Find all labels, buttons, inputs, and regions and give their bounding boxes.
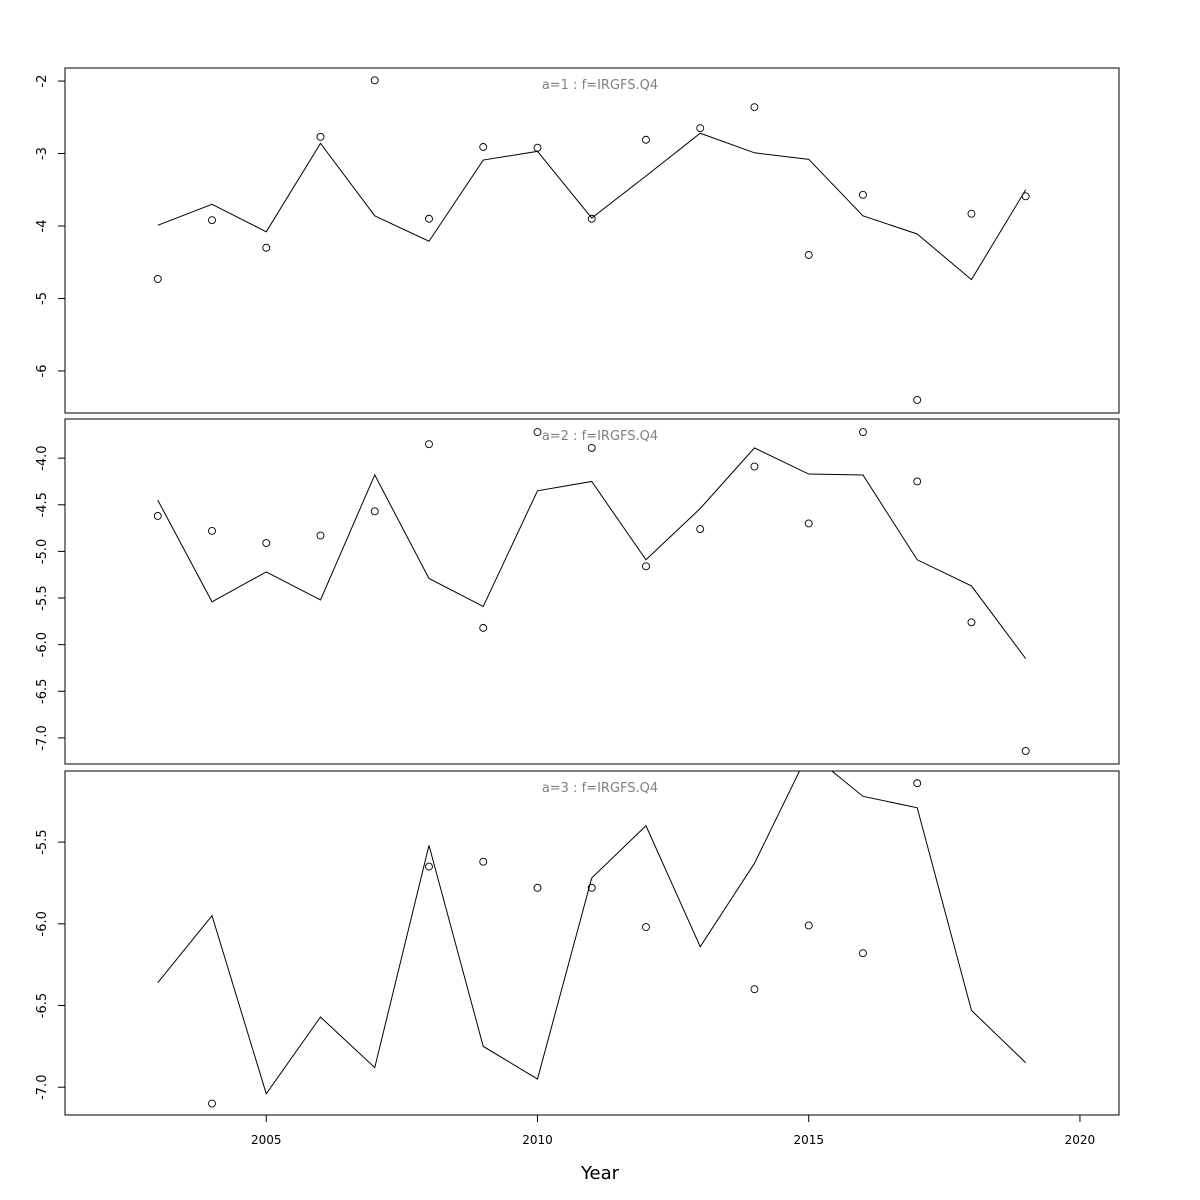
observed-point [642,923,650,932]
plot-frame [64,67,1120,414]
observed-point [208,526,216,535]
observed-point [750,462,759,471]
observed-point [642,135,650,144]
y-tick-label: -2 [35,75,50,88]
observed-point [750,103,759,112]
observed-point [913,477,922,486]
observed-point [587,443,596,452]
observed-point [425,214,433,223]
observed-point [587,883,596,892]
panel-title: a=2 : f=IRGFS.Q4 [542,429,658,444]
y-tick-label: -6.0 [35,911,50,936]
x-axis-label: Year [580,1163,620,1184]
fitted-line [157,771,1027,1095]
observed-point [262,539,271,547]
y-tick-label: -5.5 [35,585,50,610]
observed-point [696,124,705,133]
x-tick-label: 2005 [251,1133,282,1147]
y-tick-label: -5 [35,292,50,305]
observed-point [370,507,379,516]
fitted-line [157,447,1027,659]
y-tick-label: -5.5 [35,829,50,854]
plot-frame [64,770,1120,1116]
observed-point [967,618,976,627]
observed-point [153,274,162,283]
observed-point [316,531,325,540]
x-tick-label: 2010 [522,1133,553,1147]
y-tick-label: -4 [35,220,50,233]
observed-point [859,949,867,958]
y-tick-label: -3 [35,147,50,160]
observed-point [804,251,813,259]
x-tick-label: 2020 [1065,1133,1096,1147]
observed-point [316,132,325,141]
y-tick-label: -6.5 [35,679,50,704]
observed-point [967,209,976,218]
observed-point [804,519,813,528]
observed-point [479,623,488,632]
y-tick-label: -4.5 [35,492,50,517]
observed-point [696,525,705,533]
observed-point [642,562,650,571]
observed-point [479,143,488,151]
observed-point [153,512,162,520]
observed-point [1021,192,1030,201]
y-tick-label: -5.0 [35,539,50,564]
observed-point [533,883,542,892]
observed-point [479,857,488,866]
y-tick-label: -6.5 [35,993,50,1018]
observed-point [533,143,542,152]
plot-frame [64,418,1120,765]
observed-point [208,216,216,225]
y-tick-label: -4.0 [35,445,50,470]
observed-point [859,428,867,437]
observed-point [913,779,922,788]
plot-area [157,132,1027,281]
observed-point [913,396,922,404]
observed-point [533,428,542,437]
observed-point [425,440,433,449]
observed-point [370,76,379,85]
observed-point [425,862,433,871]
observed-point [1021,746,1030,755]
y-tick-label: -6.0 [35,632,50,657]
observed-point [804,921,813,930]
observed-point [262,243,271,252]
panel-title: a=3 : f=IRGFS.Q4 [542,781,658,796]
observed-point [859,190,867,199]
plot-area [157,447,1027,659]
y-tick-label: -7.0 [35,725,50,750]
y-tick-label: -6 [35,364,50,377]
plot-area [157,771,1027,1095]
fitted-line [157,132,1027,281]
observed-point [587,214,596,223]
panel-title: a=1 : f=IRGFS.Q4 [542,78,658,93]
observed-point [208,1099,216,1108]
x-tick-label: 2015 [793,1133,824,1147]
y-tick-label: -7.0 [35,1075,50,1100]
observed-point [750,985,759,994]
